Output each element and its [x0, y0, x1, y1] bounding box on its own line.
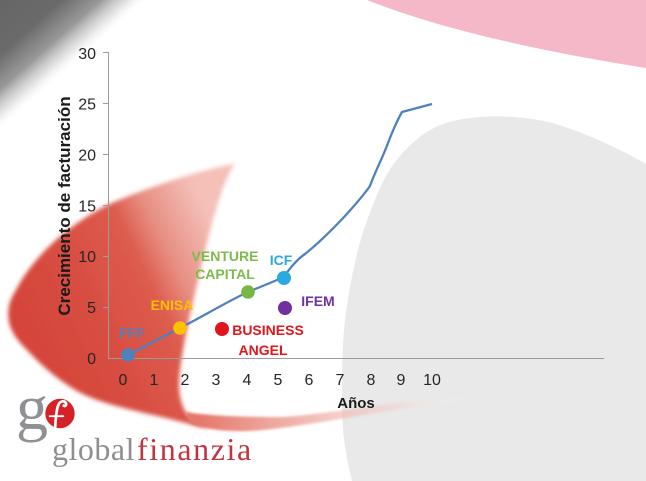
svg-text:4: 4 [243, 372, 252, 389]
svg-text:9: 9 [397, 372, 406, 389]
svg-text:0: 0 [87, 351, 96, 368]
svg-text:VENTURE: VENTURE [192, 248, 259, 264]
svg-text:5: 5 [87, 300, 96, 317]
svg-text:ICF: ICF [270, 252, 293, 268]
svg-text:IFEM: IFEM [301, 293, 334, 309]
svg-text:7: 7 [336, 372, 345, 389]
svg-text:globalfinanzia: globalfinanzia [52, 431, 253, 467]
svg-text:1: 1 [150, 372, 159, 389]
svg-text:ANGEL: ANGEL [239, 342, 288, 358]
svg-text:6: 6 [305, 372, 314, 389]
svg-text:15: 15 [78, 198, 96, 215]
svg-text:10: 10 [423, 372, 441, 389]
svg-text:2: 2 [181, 372, 190, 389]
svg-text:ENISA: ENISA [151, 297, 194, 313]
svg-text:0: 0 [119, 372, 128, 389]
svg-text:20: 20 [78, 148, 96, 165]
svg-text:8: 8 [367, 372, 376, 389]
svg-text:3: 3 [212, 372, 221, 389]
svg-text:10: 10 [78, 249, 96, 266]
svg-text:g: g [16, 372, 48, 443]
svg-text:30: 30 [78, 46, 96, 63]
svg-text:Años: Años [337, 395, 375, 412]
svg-text:FFF: FFF [119, 325, 145, 341]
svg-text:BUSINESS: BUSINESS [232, 322, 304, 338]
svg-text:Crecimiento de facturación: Crecimiento de facturación [55, 96, 74, 315]
svg-text:5: 5 [274, 372, 283, 389]
svg-text:25: 25 [78, 97, 96, 114]
svg-text:CAPITAL: CAPITAL [195, 266, 255, 282]
